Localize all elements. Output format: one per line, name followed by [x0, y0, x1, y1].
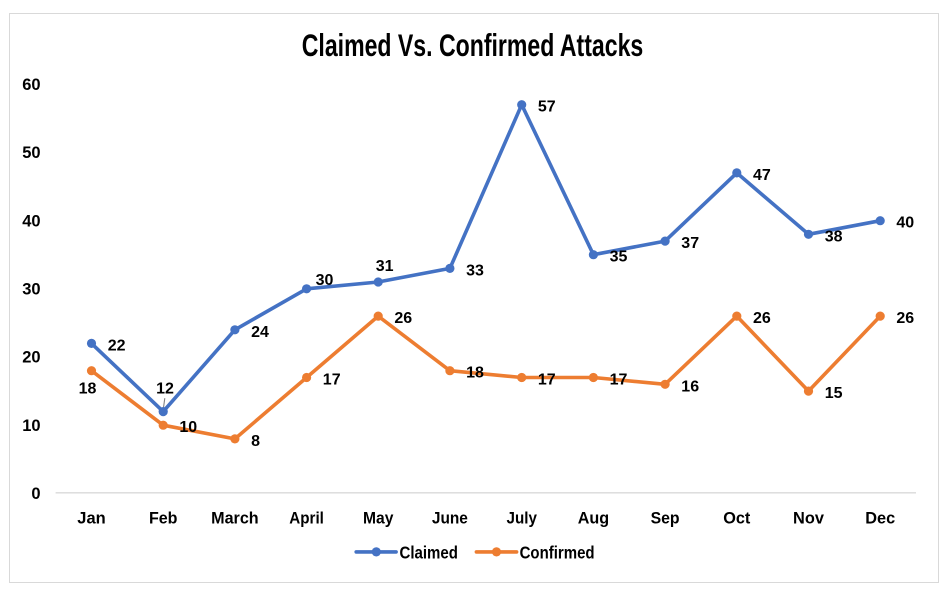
svg-text:37: 37: [681, 235, 699, 252]
svg-text:Nov: Nov: [793, 509, 825, 527]
svg-text:12: 12: [156, 380, 174, 397]
svg-text:20: 20: [22, 349, 40, 367]
svg-text:18: 18: [79, 380, 97, 397]
svg-text:May: May: [363, 509, 394, 527]
svg-text:26: 26: [896, 310, 914, 327]
svg-text:Feb: Feb: [149, 509, 178, 527]
svg-text:16: 16: [681, 378, 699, 395]
svg-text:47: 47: [753, 167, 771, 184]
svg-text:15: 15: [825, 385, 843, 402]
svg-text:26: 26: [753, 310, 771, 327]
svg-text:Claimed: Claimed: [400, 543, 458, 563]
svg-text:18: 18: [466, 365, 484, 382]
svg-text:Confirmed: Confirmed: [520, 543, 595, 563]
svg-text:Dec: Dec: [865, 509, 895, 527]
svg-text:Sep: Sep: [651, 509, 680, 527]
svg-text:8: 8: [251, 433, 260, 450]
svg-text:30: 30: [22, 281, 40, 299]
svg-text:24: 24: [251, 324, 269, 341]
svg-text:30: 30: [316, 272, 334, 289]
svg-text:26: 26: [394, 310, 412, 327]
svg-text:50: 50: [22, 144, 40, 162]
svg-text:Aug: Aug: [578, 509, 609, 527]
svg-text:38: 38: [825, 228, 843, 245]
svg-text:Claimed Vs. Confirmed Attacks: Claimed Vs. Confirmed Attacks: [302, 27, 644, 63]
svg-text:10: 10: [22, 417, 40, 435]
svg-text:60: 60: [22, 76, 40, 94]
svg-text:Oct: Oct: [723, 509, 751, 527]
svg-text:33: 33: [466, 262, 484, 279]
svg-text:17: 17: [323, 372, 341, 389]
svg-text:40: 40: [22, 212, 40, 230]
svg-text:Jan: Jan: [77, 509, 105, 527]
svg-text:17: 17: [610, 372, 628, 389]
svg-text:June: June: [432, 509, 468, 527]
svg-text:17: 17: [538, 372, 556, 389]
svg-text:31: 31: [376, 258, 394, 275]
svg-text:40: 40: [896, 215, 914, 232]
svg-text:10: 10: [179, 419, 197, 436]
svg-text:57: 57: [538, 99, 556, 116]
svg-text:July: July: [507, 509, 538, 527]
svg-text:0: 0: [31, 485, 40, 503]
svg-text:March: March: [211, 509, 259, 527]
svg-text:22: 22: [108, 337, 126, 354]
svg-text:April: April: [289, 509, 324, 527]
svg-text:35: 35: [610, 249, 628, 266]
